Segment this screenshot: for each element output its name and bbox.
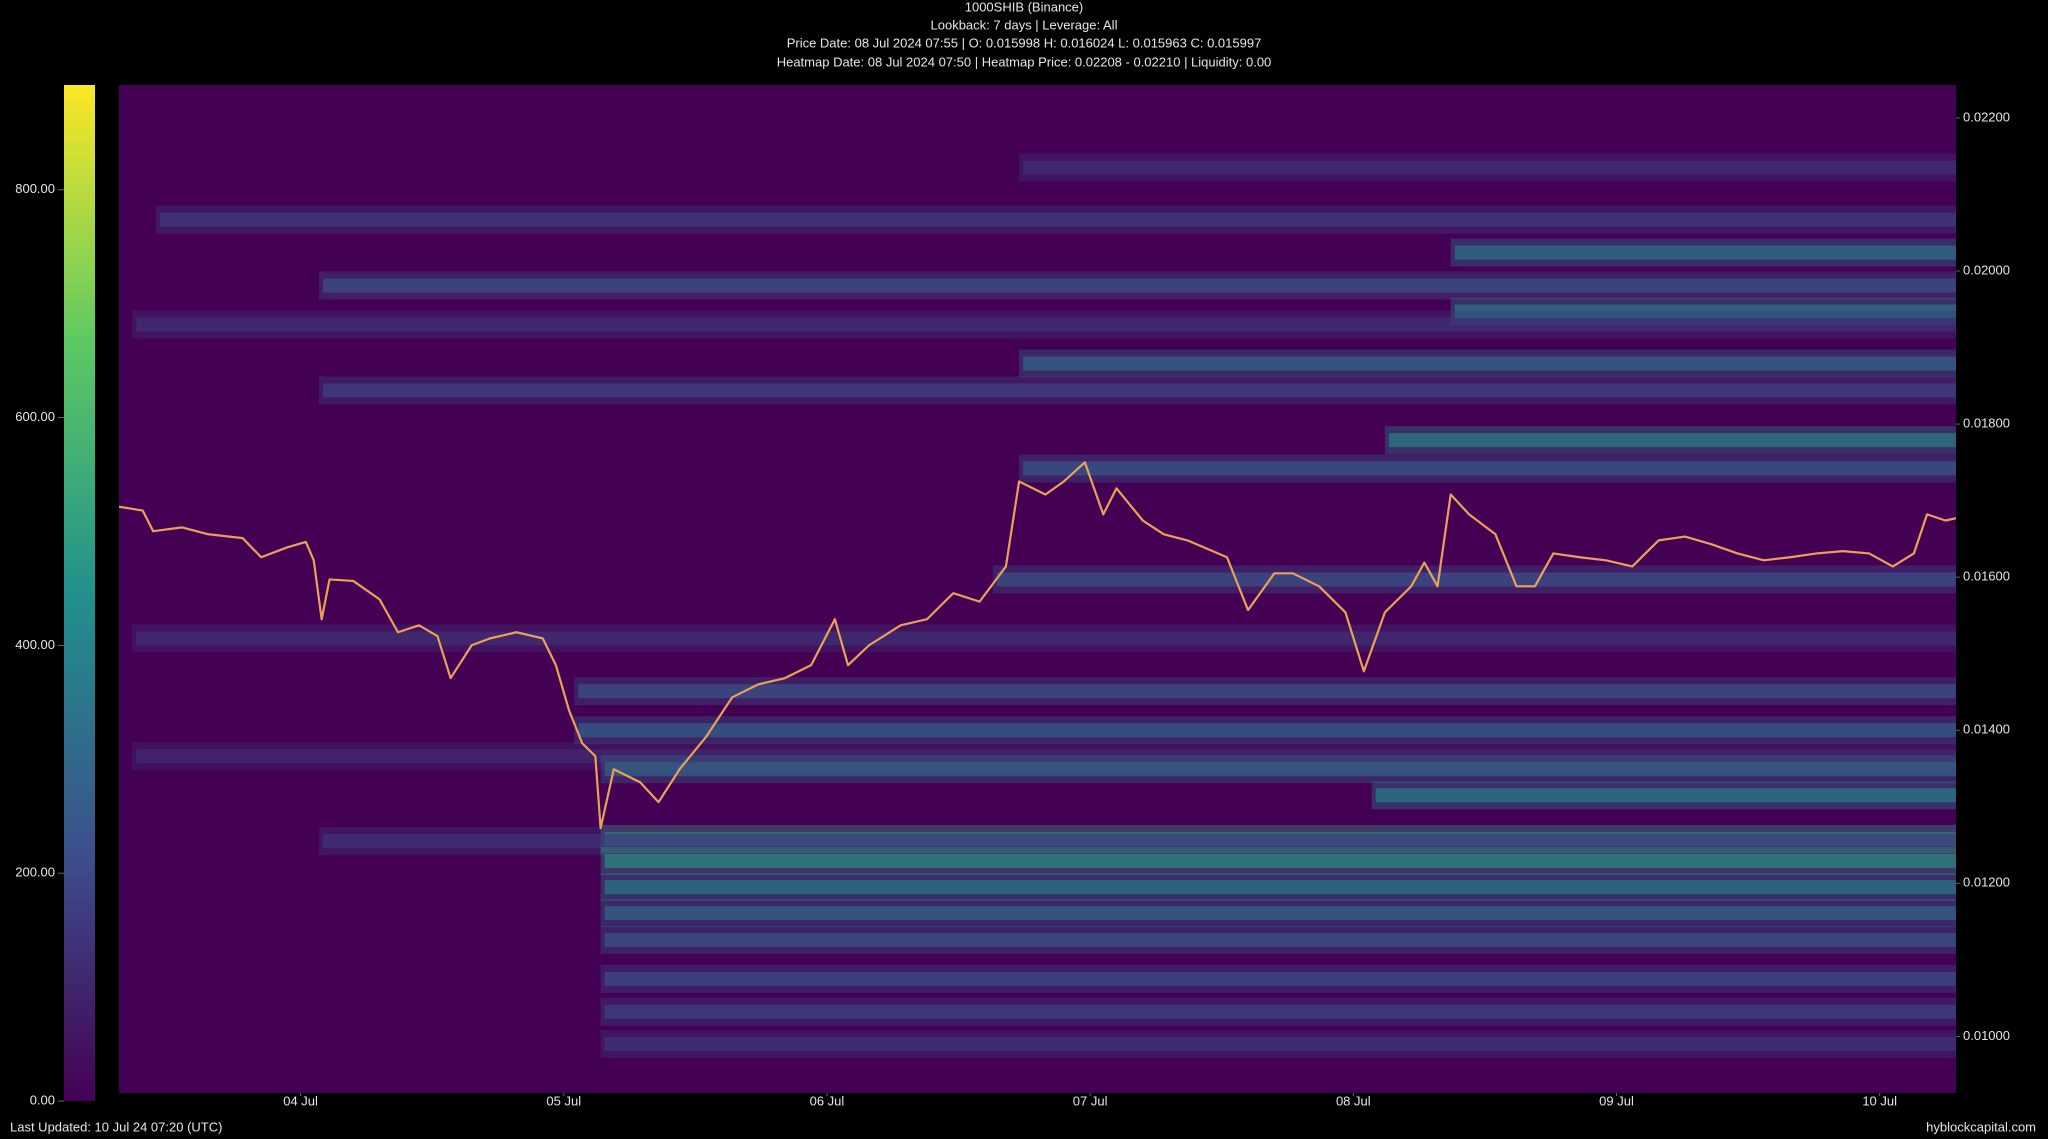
heatmap	[119, 153, 1956, 1059]
x-tick-label: 04 Jul	[283, 1093, 318, 1108]
liquidity-band	[1454, 304, 1956, 319]
x-tick-label: 09 Jul	[1599, 1093, 1634, 1108]
liquidity-band	[159, 212, 1956, 227]
liquidity-band	[604, 906, 1956, 921]
liquidity-band	[323, 278, 1956, 293]
x-tick-label: 10 Jul	[1862, 1093, 1897, 1108]
liquidity-band	[996, 572, 1956, 587]
x-tick-label: 08 Jul	[1336, 1093, 1371, 1108]
liquidity-band	[1375, 788, 1956, 803]
liquidity-band	[136, 317, 1956, 332]
liquidity-band	[604, 854, 1956, 869]
y-tick-label: 0.02200	[1963, 109, 2010, 124]
colorbar-tick-label: 400.00	[15, 637, 55, 652]
price-info: Price Date: 08 Jul 2024 07:55 | O: 0.015…	[787, 35, 1262, 50]
liquidity-band	[1023, 461, 1956, 476]
liquidity-band	[323, 383, 1956, 398]
colorbar-tick-label: 600.00	[15, 409, 55, 424]
liquidity-band	[578, 723, 1956, 738]
colorbar-tick-label: 800.00	[15, 181, 55, 196]
liquidity-band	[604, 1037, 1956, 1052]
y-tick-label: 0.01200	[1963, 875, 2010, 890]
liquidity-band	[1388, 433, 1956, 448]
liquidity-band	[1023, 356, 1956, 371]
y-tick-label: 0.01800	[1963, 415, 2010, 430]
liquidity-band	[604, 762, 1956, 777]
liquidity-band	[604, 971, 1956, 986]
liquidity-band	[604, 1004, 1956, 1019]
heatmap-info: Heatmap Date: 08 Jul 2024 07:50 | Heatma…	[777, 54, 1272, 69]
colorbar-tick-label: 0.00	[30, 1092, 55, 1107]
footer-brand: hyblockcapital.com	[1926, 1119, 2036, 1134]
liquidity-band	[578, 684, 1956, 699]
y-tick-label: 0.02000	[1963, 262, 2010, 277]
y-tick-label: 0.01000	[1963, 1028, 2010, 1043]
y-tick-label: 0.01400	[1963, 722, 2010, 737]
liquidity-band	[604, 880, 1956, 895]
liquidity-band	[1023, 160, 1956, 175]
footer-updated: Last Updated: 10 Jul 24 07:20 (UTC)	[10, 1119, 222, 1134]
price-line	[119, 461, 1956, 830]
y-tick-label: 0.01600	[1963, 569, 2010, 584]
colorbar	[64, 85, 95, 1101]
x-tick-label: 06 Jul	[810, 1093, 845, 1108]
x-tick-label: 05 Jul	[546, 1093, 581, 1108]
liquidity-band	[1454, 245, 1956, 260]
liquidity-band	[604, 932, 1956, 947]
x-tick-label: 07 Jul	[1073, 1093, 1108, 1108]
colorbar-tick-label: 200.00	[15, 865, 55, 880]
liquidity-band	[323, 834, 1956, 849]
chart-title: 1000SHIB (Binance)	[965, 0, 1084, 14]
liquidity-band	[136, 631, 1956, 646]
chart-subtitle: Lookback: 7 days | Leverage: All	[931, 17, 1118, 32]
